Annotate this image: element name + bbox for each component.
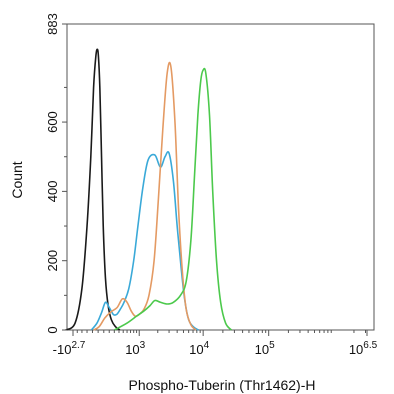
y-axis: 0 200 400 600 883 xyxy=(45,13,67,334)
y-tick-label: 0 xyxy=(45,326,60,333)
y-tick-label: 400 xyxy=(45,181,60,203)
x-axis-title: Phospho-Tuberin (Thr1462)-H xyxy=(128,377,315,393)
y-tick-label: 883 xyxy=(45,13,60,35)
y-axis-title: Count xyxy=(9,161,25,198)
x-tick-label: 104 xyxy=(189,340,209,357)
x-tick-label: 105 xyxy=(255,340,275,357)
x-tick-label: 106.5 xyxy=(349,340,378,357)
plot-frame xyxy=(66,23,375,331)
x-tick-label: -102.7 xyxy=(53,340,86,357)
histogram-curves xyxy=(65,48,233,331)
histogram-series-2 xyxy=(90,150,199,331)
x-axis: -102.7 103 104 105 106.5 xyxy=(53,330,378,357)
y-tick-label: 200 xyxy=(45,250,60,272)
histogram-series-1 xyxy=(65,48,121,331)
x-tick-label: 103 xyxy=(125,340,145,357)
histogram-series-3 xyxy=(93,61,197,331)
y-tick-label: 600 xyxy=(45,111,60,133)
histogram-series-4 xyxy=(113,67,233,331)
